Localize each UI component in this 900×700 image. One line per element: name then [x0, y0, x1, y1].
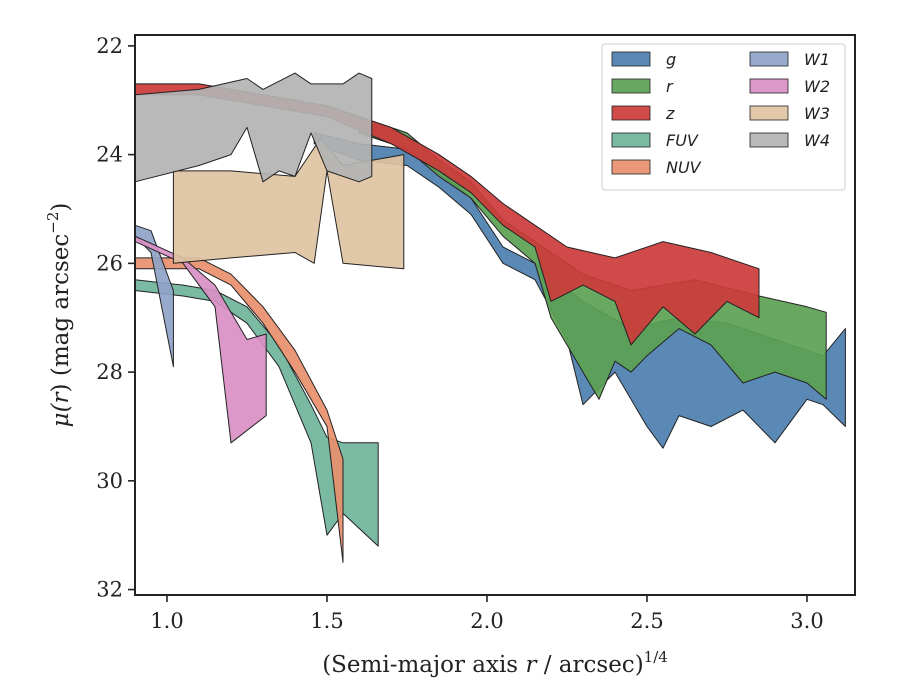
x-tick-label: 2.5 — [630, 609, 663, 633]
legend-swatch-z — [611, 105, 651, 121]
y-tick-label: 26 — [96, 251, 123, 275]
profile-bands — [134, 72, 846, 563]
legend: grz FUV NUV W1 W2 W3 W4 — [601, 43, 846, 191]
legend-swatch-g — [611, 51, 651, 67]
legend-label-w4: W4 — [804, 131, 830, 150]
y-axis: 22 24 26 28 30 32 — [96, 34, 135, 602]
legend-label-w1: W1 — [804, 50, 830, 69]
y-tick-label: 28 — [96, 360, 123, 384]
y-axis-label: μ(r) (mag arcsec−2) — [44, 203, 74, 428]
band-g — [313, 132, 846, 449]
plot-frame — [134, 34, 856, 596]
legend-swatch-w3 — [749, 105, 789, 121]
y-tick-label: 32 — [96, 578, 123, 602]
legend-swatch-fuv — [611, 132, 651, 148]
legend-swatch-w4 — [749, 132, 789, 148]
legend-label-nuv: NUV — [666, 158, 702, 177]
legend-label-w3: W3 — [804, 104, 830, 123]
y-tick-label: 30 — [96, 469, 123, 493]
legend-label-g: g — [666, 50, 676, 69]
band-z — [134, 83, 760, 346]
x-axis-label: (Semi-major axis r / arcsec)1/4 — [322, 648, 668, 678]
band-w4 — [134, 72, 373, 183]
y-tick-label: 24 — [96, 143, 123, 167]
legend-label-w2: W2 — [804, 77, 830, 96]
band-w2 — [134, 235, 267, 444]
x-tick-label: 2.0 — [470, 609, 503, 633]
legend-swatch-w2 — [749, 78, 789, 94]
band-nuv — [134, 257, 344, 563]
x-tick-label: 3.0 — [790, 609, 823, 633]
legend-label-z: z — [665, 104, 675, 123]
legend-swatch-nuv — [611, 159, 651, 175]
legend-swatch-w1 — [749, 51, 789, 67]
x-axis: 1.0 1.5 2.0 2.5 3.0 — [150, 595, 824, 633]
x-tick-label: 1.5 — [310, 609, 343, 633]
y-tick-label: 22 — [96, 34, 123, 58]
legend-label-fuv: FUV — [666, 131, 699, 150]
x-tick-label: 1.0 — [150, 609, 183, 633]
legend-swatch-r — [611, 78, 651, 94]
legend-label-r: r — [666, 77, 674, 96]
